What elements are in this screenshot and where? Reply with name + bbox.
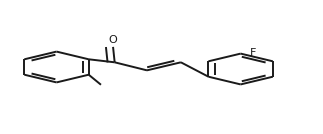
- Text: O: O: [109, 36, 118, 45]
- Text: F: F: [250, 48, 256, 58]
